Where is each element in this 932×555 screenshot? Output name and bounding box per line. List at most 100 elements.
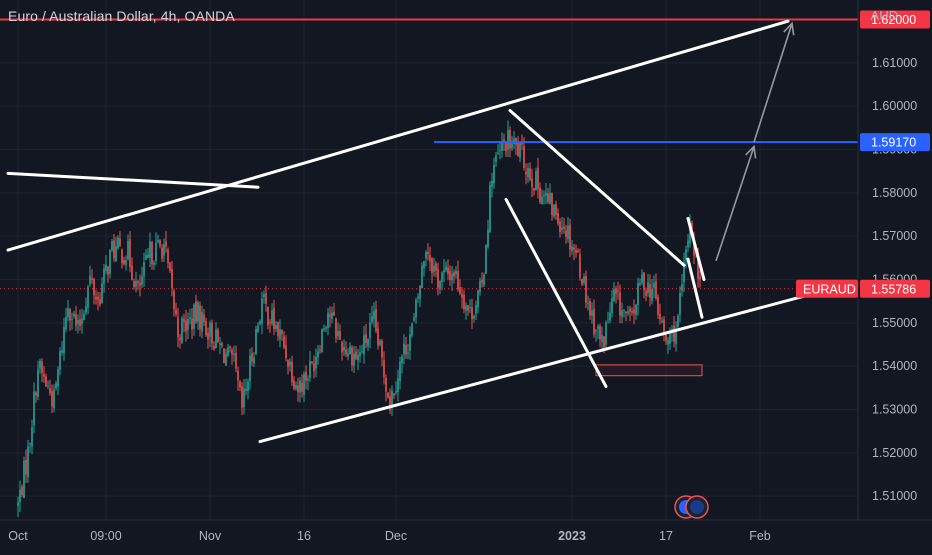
candle-body [409, 334, 411, 351]
candle-body [83, 313, 85, 321]
candle-body [105, 264, 107, 271]
candle-body [375, 308, 377, 331]
candle-body [683, 261, 685, 283]
candle-body [289, 361, 291, 366]
candle-body [439, 280, 441, 290]
candle-body [341, 342, 343, 353]
candle-body [421, 265, 423, 289]
candle-body [377, 328, 379, 346]
candle-body [293, 380, 295, 389]
candle-body [511, 143, 513, 149]
candle-body [101, 283, 103, 304]
candle-body [443, 269, 445, 273]
candle-body [659, 313, 661, 320]
candle-body [675, 328, 677, 344]
candle-body [565, 230, 567, 238]
projection-arrow-2[interactable] [753, 23, 793, 143]
candle-body [93, 278, 95, 296]
candle-body [167, 249, 169, 264]
candle-body [189, 317, 191, 319]
candle-body [343, 346, 345, 351]
candle-body [635, 304, 637, 315]
candle-body [479, 280, 481, 293]
rising-upper-trendline[interactable] [6, 19, 790, 252]
flag-line-1[interactable] [686, 216, 706, 281]
candle-body [183, 319, 185, 322]
candle-body [119, 238, 121, 247]
wedge-upper-line[interactable] [508, 109, 686, 267]
candle-body [37, 369, 39, 397]
candle-body [53, 389, 55, 408]
candle-body [537, 168, 539, 189]
candle-body [45, 376, 47, 387]
candle-body [383, 360, 385, 377]
rising-lower-trendline[interactable] [258, 291, 818, 444]
candle-body [637, 283, 639, 305]
candle-body [605, 322, 607, 346]
wedge-lower-line[interactable] [504, 197, 608, 389]
candle-body [577, 250, 579, 252]
candle-body [647, 282, 649, 293]
candle-body [223, 348, 225, 363]
candle-body [281, 330, 283, 335]
candle-body [603, 336, 605, 348]
candle-body [573, 247, 575, 250]
candle-body [521, 143, 523, 145]
candle-body [39, 360, 41, 369]
candle-body [689, 224, 691, 244]
candle-body [145, 255, 147, 260]
candle-body [173, 290, 175, 310]
candle-body [619, 292, 621, 316]
candle-body [31, 427, 33, 447]
candle-body [631, 310, 633, 313]
candle-body [197, 302, 199, 322]
candle-body [27, 446, 29, 478]
candle-body [679, 293, 681, 315]
chart-title: Euro / Australian Dollar, 4h, OANDA [8, 8, 235, 24]
candle-body [591, 310, 593, 316]
candle-body [103, 268, 105, 284]
candle-body [405, 345, 407, 355]
candle-body [205, 320, 207, 336]
candle-body [329, 314, 331, 318]
support-zone[interactable] [595, 364, 703, 377]
candle-body [109, 249, 111, 274]
candle-body [225, 353, 227, 366]
projection-arrow-1[interactable] [715, 146, 755, 262]
downtrend-line[interactable] [6, 171, 260, 189]
candle-body [369, 322, 371, 339]
candle-body [217, 329, 219, 342]
axis-currency-label: AUD [870, 8, 898, 23]
candle-body [589, 300, 591, 316]
candle-body [359, 352, 361, 356]
candle-body [477, 290, 479, 308]
x-tick-label: Oct [8, 529, 28, 543]
candle-body [567, 225, 569, 240]
candle-body [457, 271, 459, 290]
candle-body [401, 356, 403, 364]
candle-body [495, 155, 497, 162]
candle-body [127, 241, 129, 260]
candle-body [581, 278, 583, 285]
candle-body [617, 290, 619, 292]
candle-body [551, 193, 553, 216]
candle-body [305, 371, 307, 381]
candle-body [607, 322, 609, 324]
candle-body [71, 319, 73, 321]
flag-line-2[interactable] [686, 257, 704, 319]
candle-body [403, 343, 405, 355]
candle-body [115, 246, 117, 261]
candle-body [571, 246, 573, 252]
candle-body [335, 318, 337, 338]
candle-body [263, 294, 265, 298]
last-price-label: 1.55786 [871, 282, 916, 296]
candle-body [169, 262, 171, 271]
candle-body [497, 152, 499, 154]
candle-body [317, 351, 319, 358]
candle-body [463, 294, 465, 310]
candle-body [141, 276, 143, 285]
candle-body [77, 319, 79, 324]
